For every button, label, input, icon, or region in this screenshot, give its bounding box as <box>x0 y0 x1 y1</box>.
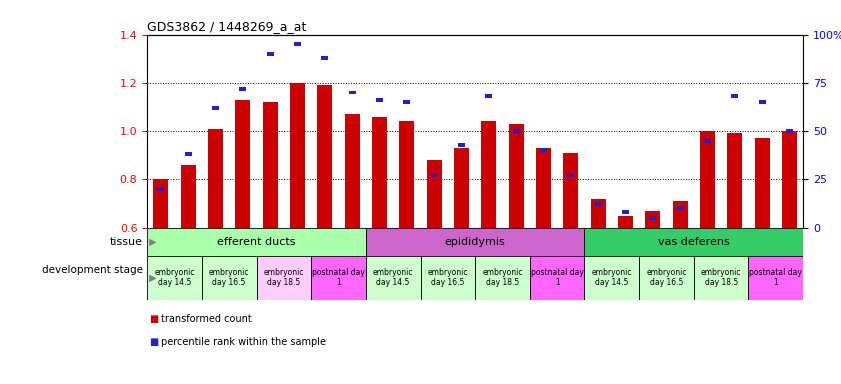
Bar <box>181 165 196 228</box>
Bar <box>372 117 387 228</box>
Text: embryonic
day 14.5: embryonic day 14.5 <box>154 268 195 287</box>
Bar <box>704 139 711 142</box>
Bar <box>568 174 574 177</box>
Bar <box>595 202 601 206</box>
Bar <box>540 149 547 152</box>
Bar <box>202 256 257 300</box>
Text: development stage: development stage <box>42 265 143 275</box>
Bar <box>267 52 273 56</box>
Bar <box>153 179 168 228</box>
Bar <box>782 131 797 228</box>
Text: GDS3862 / 1448269_a_at: GDS3862 / 1448269_a_at <box>147 20 307 33</box>
Bar <box>536 148 551 228</box>
Bar <box>677 206 684 210</box>
Bar <box>748 256 803 300</box>
Bar <box>563 153 579 228</box>
Bar <box>645 211 660 228</box>
Bar <box>700 131 715 228</box>
Text: embryonic
day 14.5: embryonic day 14.5 <box>591 268 632 287</box>
Bar <box>431 174 437 177</box>
Text: embryonic
day 18.5: embryonic day 18.5 <box>482 268 523 287</box>
Text: ■: ■ <box>149 314 158 324</box>
Bar <box>509 124 524 228</box>
Text: ▶: ▶ <box>146 237 157 247</box>
Bar <box>294 42 301 46</box>
Bar <box>185 152 192 156</box>
Bar <box>257 256 311 300</box>
Bar <box>649 216 656 220</box>
Text: efferent ducts: efferent ducts <box>217 237 296 247</box>
Bar <box>290 83 305 228</box>
Text: postnatal day
1: postnatal day 1 <box>749 268 802 287</box>
Text: embryonic
day 18.5: embryonic day 18.5 <box>263 268 304 287</box>
Text: embryonic
day 16.5: embryonic day 16.5 <box>209 268 250 287</box>
Bar <box>157 187 164 191</box>
Bar <box>786 129 793 133</box>
Bar <box>454 148 469 228</box>
Bar <box>458 142 465 147</box>
Text: embryonic
day 14.5: embryonic day 14.5 <box>373 268 414 287</box>
Bar <box>618 215 633 228</box>
Bar <box>420 256 475 300</box>
Text: embryonic
day 16.5: embryonic day 16.5 <box>646 268 687 287</box>
Text: tissue: tissue <box>110 237 143 247</box>
Bar <box>759 100 765 104</box>
Bar <box>366 228 584 256</box>
Text: postnatal day
1: postnatal day 1 <box>312 268 365 287</box>
Bar <box>590 199 606 228</box>
Text: ■: ■ <box>149 337 158 347</box>
Bar <box>311 256 366 300</box>
Bar <box>349 91 356 94</box>
Bar <box>147 256 202 300</box>
Text: embryonic
day 18.5: embryonic day 18.5 <box>701 268 742 287</box>
Bar <box>212 106 219 110</box>
Text: postnatal day
1: postnatal day 1 <box>531 268 584 287</box>
Bar <box>366 256 420 300</box>
Bar <box>475 256 530 300</box>
Text: percentile rank within the sample: percentile rank within the sample <box>161 337 325 347</box>
Bar <box>732 94 738 98</box>
Text: vas deferens: vas deferens <box>658 237 730 247</box>
Text: ▶: ▶ <box>146 273 157 283</box>
Bar <box>262 102 278 228</box>
Bar <box>530 256 584 300</box>
Bar <box>673 201 688 228</box>
Bar <box>208 129 223 228</box>
Bar <box>399 121 415 228</box>
Bar <box>622 210 629 214</box>
Bar <box>754 138 770 228</box>
Bar <box>513 129 520 133</box>
Bar <box>481 121 496 228</box>
Bar <box>321 56 328 60</box>
Bar <box>584 256 639 300</box>
Bar <box>485 94 492 98</box>
Bar <box>694 256 748 300</box>
Bar <box>727 134 743 228</box>
Bar <box>317 85 332 228</box>
Bar <box>404 100 410 104</box>
Bar <box>426 160 442 228</box>
Bar <box>376 98 383 102</box>
Bar <box>584 228 803 256</box>
Bar <box>345 114 360 228</box>
Bar <box>240 87 246 91</box>
Bar <box>147 228 366 256</box>
Bar <box>639 256 694 300</box>
Bar <box>235 100 251 228</box>
Text: embryonic
day 16.5: embryonic day 16.5 <box>427 268 468 287</box>
Text: transformed count: transformed count <box>161 314 251 324</box>
Text: epididymis: epididymis <box>445 237 505 247</box>
